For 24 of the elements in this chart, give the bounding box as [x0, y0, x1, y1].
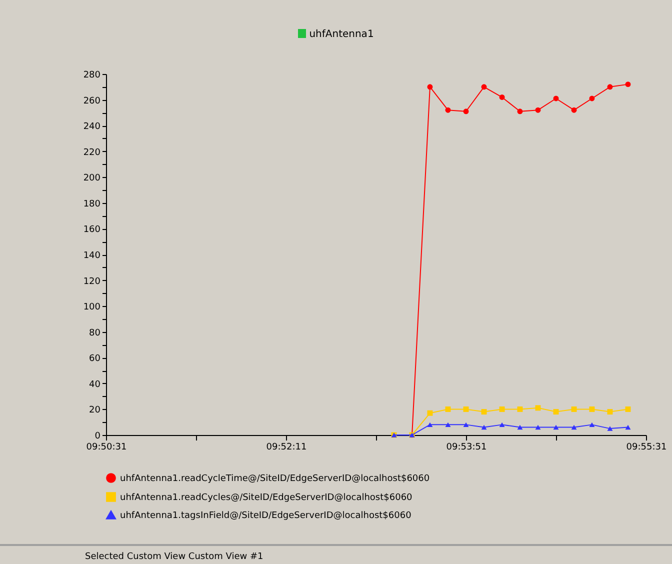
y-tick-label: 220 — [83, 148, 101, 158]
y-tick-label: 80 — [89, 328, 101, 338]
y-tick-label: 200 — [83, 174, 101, 184]
x-tick-label: 09:50:31 — [86, 442, 127, 452]
x-tick-label: 09:55:31 — [626, 442, 667, 452]
y-tick-label: 180 — [83, 199, 101, 210]
y-tick-label: 100 — [83, 302, 101, 313]
y-tick-label: 40 — [89, 380, 101, 390]
chart-title: uhfAntenna1 — [309, 29, 374, 40]
text: Selected Custom View Custom View #1 — [85, 552, 264, 562]
y-tick-label: 60 — [89, 354, 101, 364]
y-tick-label: 140 — [83, 251, 101, 261]
x-tick-label: 09:52:11 — [266, 442, 307, 452]
y-tick-label: 120 — [83, 276, 101, 287]
y-tick-label: 280 — [83, 70, 101, 80]
legend-label: uhfAntenna1.tagsInField@/SiteID/EdgeServerID@localhost$6060 — [120, 511, 412, 521]
legend-label: uhfAntenna1.readCycles@/SiteID/EdgeServerID@localhost$6060 — [120, 493, 413, 503]
y-tick-label: 20 — [89, 406, 101, 416]
y-tick-label: 240 — [83, 122, 101, 132]
y-tick-label: 160 — [83, 225, 101, 236]
y-tick-label: 0 — [94, 432, 101, 442]
x-tick-label: 09:53:51 — [446, 442, 487, 452]
legend-label: uhfAntenna1.readCycleTime@/SiteID/EdgeServerID@localhost$6060 — [120, 474, 430, 484]
y-tick-label: 260 — [83, 96, 101, 106]
